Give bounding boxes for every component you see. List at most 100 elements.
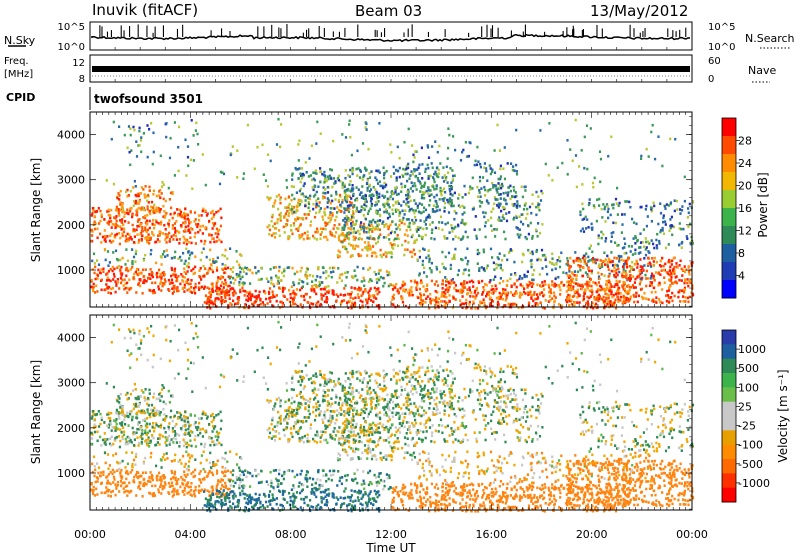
range-gate-cell [392,192,394,195]
range-gate-cell [230,154,232,157]
range-gate-cell [301,177,303,180]
range-gate-cell [216,228,218,231]
range-gate-cell [598,281,600,284]
range-gate-cell [202,232,204,235]
range-gate-cell [530,297,532,300]
range-gate-cell [160,277,162,280]
range-gate-cell [326,298,328,301]
range-gate-cell [150,268,152,271]
freq-trace [92,66,690,72]
range-gate-cell [162,232,164,235]
range-gate-cell [147,229,149,232]
range-gate-cell [337,228,339,231]
range-gate-cell [599,150,601,153]
range-gate-cell [120,424,122,427]
range-gate-cell [607,208,609,211]
range-gate-cell [135,213,137,216]
range-gate-cell [94,291,96,294]
range-gate-cell [368,223,370,226]
range-gate-cell [374,221,376,224]
range-gate-cell [293,224,295,227]
range-gate-cell [233,282,235,285]
range-gate-cell [500,175,502,178]
range-gate-cell [131,213,133,216]
range-gate-cell [120,266,122,269]
range-gate-cell [148,186,150,189]
range-gate-cell [305,199,307,202]
range-gate-cell [120,190,122,193]
range-gate-cell [590,127,592,130]
range-gate-cell [537,195,539,198]
range-gate-cell [348,183,350,186]
range-gate-cell [117,278,119,281]
range-gate-cell [419,190,421,193]
range-gate-cell [162,285,164,288]
range-gate-cell [156,272,158,275]
range-gate-cell [668,230,670,233]
range-gate-cell [617,268,619,271]
colorbar-swatch [722,226,736,245]
range-gate-cell [476,164,478,167]
range-gate-cell [402,168,404,171]
range-gate-cell [601,273,603,276]
range-gate-cell [584,292,586,295]
range-gate-cell [485,170,487,173]
range-gate-cell [375,255,377,258]
range-gate-cell [181,419,183,422]
range-gate-cell [417,297,419,300]
range-gate-cell [419,256,421,259]
range-gate-cell [365,195,367,198]
range-gate-cell [91,437,93,440]
range-gate-cell [533,293,535,296]
range-gate-cell [607,217,609,220]
range-gate-cell [332,270,334,273]
range-gate-cell [146,403,148,406]
range-gate-cell [481,280,483,283]
range-gate-cell [172,217,174,220]
range-gate-cell [195,218,197,221]
range-gate-cell [390,195,392,198]
range-gate-cell [194,439,196,442]
range-gate-cell [194,232,196,235]
range-gate-cell [316,275,318,278]
range-gate-cell [579,269,581,272]
range-gate-cell [132,126,134,129]
range-gate-cell [521,213,523,216]
range-gate-cell [283,275,285,278]
range-gate-cell [519,275,521,278]
range-gate-cell [149,189,151,192]
range-gate-cell [541,267,543,270]
range-gate-cell [363,277,365,280]
range-gate-cell [315,279,317,282]
range-gate-cell [134,433,136,436]
range-gate-cell [436,184,438,187]
range-gate-cell [153,227,155,230]
range-gate-cell [322,192,324,195]
range-gate-cell [260,303,262,306]
range-gate-cell [474,228,476,231]
range-gate-cell [134,235,136,238]
range-gate-cell [686,237,688,240]
range-gate-cell [603,296,605,299]
range-gate-cell [633,237,635,240]
range-gate-cell [375,273,377,276]
range-gate-cell [157,285,159,288]
range-gate-cell [366,254,368,257]
range-gate-cell [631,218,633,221]
range-gate-cell [190,424,192,427]
range-gate-cell [569,276,571,279]
range-gate-cell [320,207,322,210]
range-gate-cell [106,235,108,238]
range-gate-cell [575,154,577,157]
range-gate-cell [171,267,173,270]
range-gate-cell [164,255,166,258]
range-gate-cell [307,234,309,237]
range-gate-cell [108,412,110,415]
range-gate-cell [365,247,367,250]
range-gate-cell [102,439,104,442]
range-gate-cell [172,427,174,430]
range-gate-cell [585,271,587,274]
range-gate-cell [395,202,397,205]
range-gate-cell [289,293,291,296]
range-gate-cell [484,162,486,165]
